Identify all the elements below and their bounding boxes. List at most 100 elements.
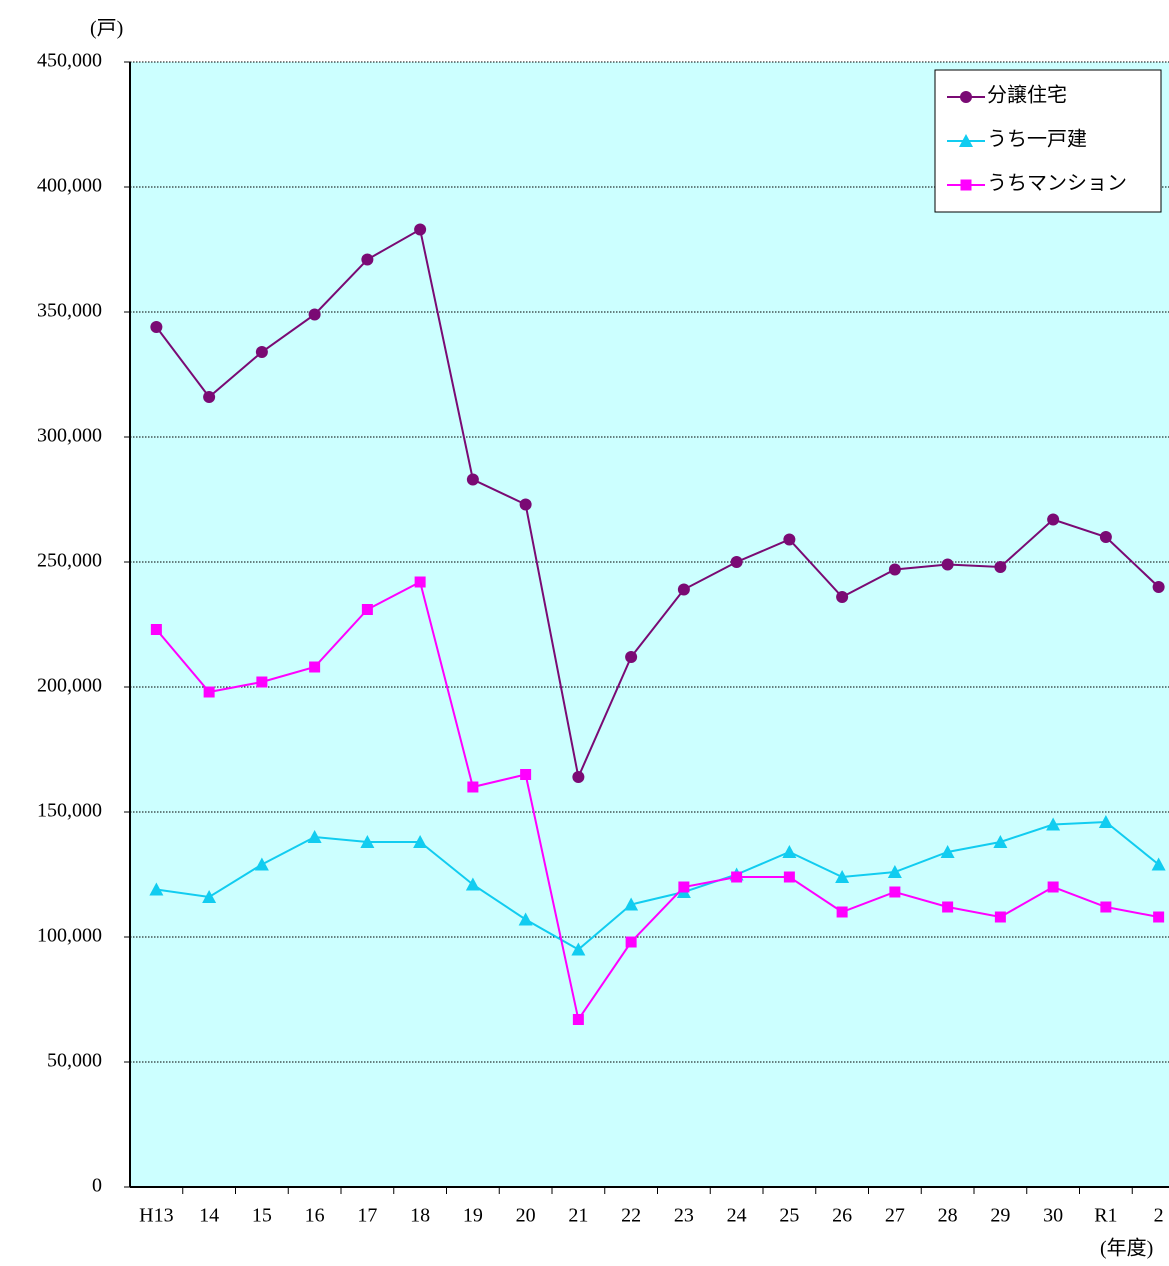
- marker: [309, 661, 321, 673]
- x-tick-label: R1: [1094, 1205, 1117, 1227]
- y-tick-label: 50,000: [47, 1050, 102, 1072]
- marker: [361, 604, 373, 615]
- marker: [518, 912, 533, 926]
- legend-label: うち一戸建: [987, 128, 1087, 151]
- marker: [307, 830, 322, 843]
- marker: [254, 857, 269, 871]
- marker: [1100, 901, 1112, 913]
- marker: [959, 134, 973, 147]
- marker: [625, 936, 637, 948]
- y-tick-label: 200,000: [37, 675, 102, 697]
- marker: [150, 321, 163, 333]
- marker: [677, 583, 690, 596]
- x-tick-label: 19: [463, 1205, 483, 1227]
- marker: [783, 871, 795, 883]
- marker: [572, 1014, 584, 1025]
- x-tick-label: 25: [779, 1205, 799, 1227]
- marker: [1151, 857, 1166, 871]
- x-tick-label: 17: [357, 1205, 377, 1227]
- marker: [414, 576, 426, 588]
- legend-label: 分譲住宅: [987, 84, 1067, 107]
- x-axis-label: (年度): [1100, 1237, 1153, 1260]
- marker: [960, 179, 972, 191]
- marker: [467, 781, 479, 793]
- y-tick-label: 300,000: [37, 425, 102, 447]
- marker: [888, 563, 901, 576]
- marker: [835, 870, 850, 883]
- marker: [1153, 911, 1165, 923]
- x-tick-label: 20: [516, 1205, 536, 1227]
- marker: [782, 845, 797, 858]
- marker: [994, 561, 1007, 573]
- marker: [625, 651, 638, 663]
- marker: [1152, 581, 1165, 593]
- marker: [414, 223, 427, 236]
- marker: [202, 890, 217, 903]
- x-tick-label: 27: [885, 1205, 905, 1227]
- marker: [466, 473, 479, 486]
- marker: [889, 886, 901, 898]
- x-tick-label: 23: [674, 1205, 694, 1227]
- y-axis-label: (戸): [90, 18, 123, 40]
- marker: [836, 591, 849, 603]
- legend-label: うちマンション: [987, 173, 1127, 195]
- marker: [836, 906, 848, 918]
- y-tick-label: 100,000: [37, 925, 102, 947]
- x-tick-label: 30: [1043, 1205, 1063, 1227]
- marker: [361, 253, 374, 266]
- series-line: [155, 580, 1159, 1022]
- marker: [783, 533, 796, 546]
- marker: [203, 686, 215, 698]
- marker: [960, 91, 972, 103]
- marker: [519, 498, 532, 511]
- marker: [150, 624, 162, 635]
- marker: [1046, 817, 1061, 831]
- marker: [731, 871, 743, 883]
- x-tick-label: 18: [410, 1205, 430, 1227]
- marker: [360, 835, 375, 848]
- marker: [572, 771, 585, 783]
- marker: [678, 881, 690, 893]
- marker: [465, 877, 480, 891]
- y-tick-label: 400,000: [37, 175, 102, 197]
- x-tick-label: 14: [199, 1205, 219, 1227]
- marker: [203, 391, 216, 403]
- y-tick-label: 0: [92, 1175, 102, 1197]
- y-tick-label: 350,000: [37, 300, 102, 322]
- marker: [1047, 881, 1059, 893]
- marker: [413, 835, 428, 848]
- marker: [942, 901, 954, 913]
- x-tick-label: 28: [938, 1205, 958, 1227]
- marker: [256, 676, 268, 688]
- plot-background: [130, 62, 1169, 1187]
- marker: [941, 558, 954, 571]
- x-tick-label: 15: [252, 1205, 272, 1227]
- marker: [1047, 513, 1060, 526]
- marker: [1099, 531, 1112, 543]
- marker: [624, 897, 639, 911]
- x-tick-label: 24: [727, 1205, 747, 1227]
- marker: [149, 882, 164, 896]
- marker: [887, 865, 902, 878]
- y-tick-label: 450,000: [37, 50, 102, 72]
- marker: [255, 346, 268, 358]
- marker: [993, 835, 1008, 848]
- x-tick-label: H13: [139, 1205, 173, 1227]
- x-tick-label: 2: [1154, 1205, 1164, 1227]
- series-line: [156, 820, 1160, 951]
- x-tick-label: 29: [990, 1205, 1010, 1227]
- series-line: [155, 227, 1160, 781]
- x-tick-label: 22: [621, 1205, 641, 1227]
- marker: [730, 556, 743, 568]
- marker: [308, 308, 321, 321]
- x-tick-label: 16: [305, 1205, 325, 1227]
- marker: [1098, 815, 1113, 828]
- x-tick-label: 26: [832, 1205, 852, 1227]
- y-tick-label: 250,000: [37, 550, 102, 572]
- marker: [571, 942, 586, 956]
- y-tick-label: 150,000: [37, 800, 102, 822]
- marker: [940, 845, 955, 858]
- marker: [520, 769, 532, 780]
